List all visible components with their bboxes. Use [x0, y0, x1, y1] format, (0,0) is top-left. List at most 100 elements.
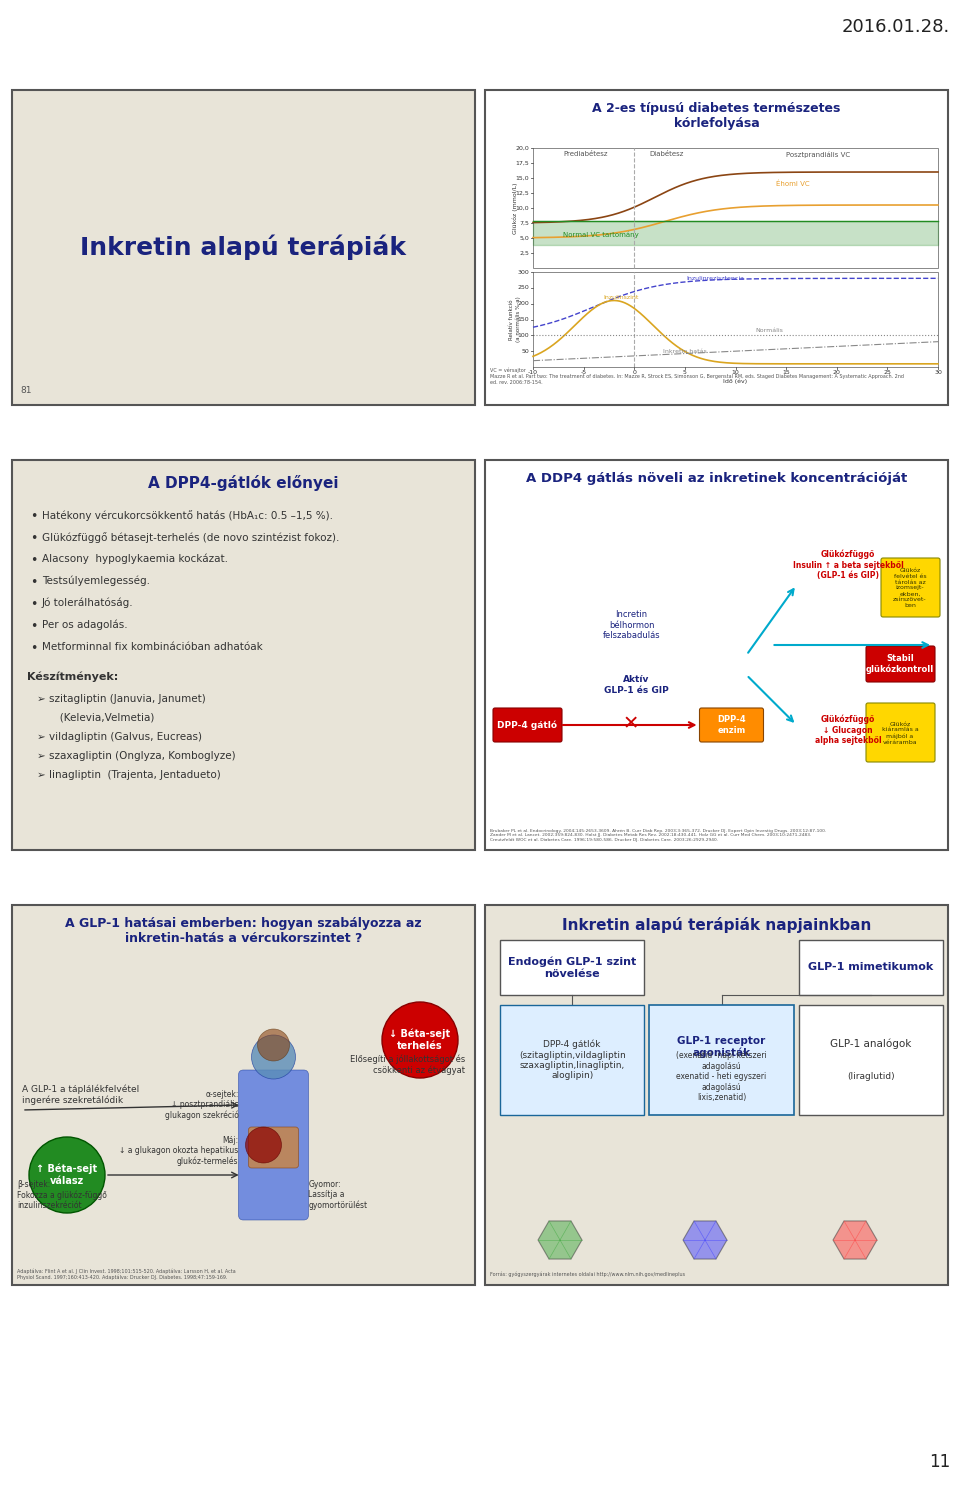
Text: Forrás: gyógyszergyárak internetes oldalai http://www.nlm.nih.gov/medlineplus: Forrás: gyógyszergyárak internetes oldal… — [490, 1272, 685, 1278]
Polygon shape — [683, 1221, 727, 1260]
Text: •: • — [31, 554, 37, 567]
Text: Jó tolerálhatóság.: Jó tolerálhatóság. — [42, 599, 133, 609]
Text: Glükóz
kiáramlás a
májból a
véráramba: Glükóz kiáramlás a májból a véráramba — [881, 722, 919, 744]
Bar — [12, 89, 475, 405]
Text: -10: -10 — [528, 369, 538, 375]
Text: Alacsony  hypoglykaemia kockázat.: Alacsony hypoglykaemia kockázat. — [42, 554, 228, 564]
Text: Diabétesz: Diabétesz — [649, 150, 684, 156]
Bar — [12, 460, 475, 850]
Text: Glükóz (mmol/L): Glükóz (mmol/L) — [513, 182, 517, 234]
Text: ➢ szitagliptin (Januvia, Janumet): ➢ szitagliptin (Januvia, Janumet) — [37, 694, 205, 704]
Text: 15: 15 — [782, 369, 790, 375]
FancyBboxPatch shape — [500, 1005, 644, 1115]
Text: (exenatid -napi kétszeri
adagolású
exenatid - heti egyszeri
adagolású
lixis,zena: (exenatid -napi kétszeri adagolású exena… — [676, 1051, 767, 1102]
Text: 12,5: 12,5 — [516, 191, 529, 195]
Text: Elősegíti a jóllakottságot és
csökkenti az étvágyat: Elősegíti a jóllakottságot és csökkenti … — [349, 1054, 465, 1075]
Text: (Kelevia,Velmetia): (Kelevia,Velmetia) — [37, 713, 155, 724]
Text: 20,0: 20,0 — [516, 146, 529, 150]
Text: Inkretin alapú terápiák: Inkretin alapú terápiák — [81, 235, 406, 261]
Text: Inkretin hatás: Inkretin hatás — [663, 348, 707, 354]
Text: GLP-1 mimetikumok: GLP-1 mimetikumok — [808, 962, 933, 972]
Text: Stabil
glükózkontroll: Stabil glükózkontroll — [866, 654, 934, 675]
Text: α-sejtek:
↓ posztprandiális
glukagon szekréció: α-sejtek: ↓ posztprandiális glukagon sze… — [164, 1090, 238, 1120]
Text: Normális: Normális — [756, 328, 783, 334]
Text: Inkretin alapú terápiák napjainkban: Inkretin alapú terápiák napjainkban — [562, 917, 871, 934]
Text: 20: 20 — [833, 369, 841, 375]
Text: ➢ szaxagliptin (Onglyza, Komboglyze): ➢ szaxagliptin (Onglyza, Komboglyze) — [37, 750, 235, 761]
Text: Gyomor:
Lassítja a
gyomortörülést: Gyomor: Lassítja a gyomortörülést — [308, 1179, 368, 1211]
Text: Inzulinrezisztencia: Inzulinrezisztencia — [686, 275, 744, 281]
Text: 0: 0 — [633, 369, 636, 375]
Text: Incretin
bélhormon
felszabadulás: Incretin bélhormon felszabadulás — [603, 610, 660, 640]
Text: 50: 50 — [521, 348, 529, 354]
Text: 5,0: 5,0 — [519, 235, 529, 241]
Text: 25: 25 — [883, 369, 891, 375]
Text: VC = vérsajtor
Mazze R et al. Part two: The treatment of diabetes. In: Mazze R, : VC = vérsajtor Mazze R et al. Part two: … — [490, 368, 904, 386]
Text: A DPP4-gátlók előnyei: A DPP4-gátlók előnyei — [148, 475, 339, 491]
Text: •: • — [31, 511, 37, 523]
Text: DPP-4 gátlók
(szitagliptin,vildagliptin
szaxagliptin,linagliptin,
aloglipin): DPP-4 gátlók (szitagliptin,vildagliptin … — [518, 1039, 626, 1081]
Text: Máj:
↓ a glukagon okozta hepatikus
glukóz-termelés: Máj: ↓ a glukagon okozta hepatikus glukó… — [119, 1136, 238, 1166]
Text: Glükózfüggő
Insulin ↑ a beta sejtekből
(GLP-1 és GIP): Glükózfüggő Insulin ↑ a beta sejtekből (… — [793, 549, 903, 581]
Text: 30: 30 — [934, 369, 942, 375]
FancyBboxPatch shape — [799, 1005, 943, 1115]
Text: ➢ linagliptin  (Trajenta, Jentadueto): ➢ linagliptin (Trajenta, Jentadueto) — [37, 770, 221, 780]
Text: 81: 81 — [20, 386, 32, 395]
Text: Hatékony vércukorcsökkentő hatás (HbA₁c: 0.5 –1,5 %).: Hatékony vércukorcsökkentő hatás (HbA₁c:… — [42, 511, 333, 521]
Text: A GLP-1 hatásai emberben: hogyan szabályozza az
inkretin-hatás a vércukorszintet: A GLP-1 hatásai emberben: hogyan szabály… — [65, 917, 421, 946]
Text: ↑ Béta-sejt
válasz: ↑ Béta-sejt válasz — [36, 1164, 98, 1187]
Text: •: • — [31, 576, 37, 590]
Text: Per os adagolás.: Per os adagolás. — [42, 619, 128, 630]
Text: -5: -5 — [581, 369, 587, 375]
Bar — [533, 147, 938, 268]
Text: A 2-es típusú diabetes természetes
kórlefolyása: A 2-es típusú diabetes természetes kórle… — [592, 103, 841, 130]
Text: ✕: ✕ — [623, 715, 639, 734]
FancyBboxPatch shape — [799, 940, 943, 995]
Bar — [485, 905, 948, 1285]
Text: Glükózfüggő
↓ Glucagon
alpha sejtekből: Glükózfüggő ↓ Glucagon alpha sejtekből — [815, 715, 881, 744]
Text: Inzulinszint: Inzulinszint — [604, 295, 639, 299]
FancyBboxPatch shape — [866, 646, 935, 682]
Text: Készítmények:: Készítmények: — [27, 672, 118, 682]
Text: Normal VC tartomány: Normal VC tartomány — [564, 232, 639, 238]
Text: Éhomi VC: Éhomi VC — [776, 180, 809, 188]
Text: •: • — [31, 642, 37, 655]
Text: Adaptálva: Flint A et al. J Clin Invest. 1998;101:515-520. Adaptálva: Larsson H,: Adaptálva: Flint A et al. J Clin Invest.… — [17, 1269, 236, 1281]
Text: Relatív funkció
(a normális %-a): Relatív funkció (a normális %-a) — [510, 296, 520, 342]
Bar — [485, 460, 948, 850]
Circle shape — [257, 1029, 290, 1062]
Text: 300: 300 — [517, 270, 529, 274]
Text: Metforminnal fix kombinációban adhatóak: Metforminnal fix kombinációban adhatóak — [42, 642, 263, 652]
FancyBboxPatch shape — [493, 707, 562, 742]
Text: Aktív
GLP-1 és GIP: Aktív GLP-1 és GIP — [604, 676, 669, 695]
Text: 10: 10 — [732, 369, 739, 375]
Text: DPP-4
enzim: DPP-4 enzim — [717, 715, 746, 734]
Text: 15,0: 15,0 — [516, 176, 529, 180]
Text: Idő (év): Idő (év) — [724, 378, 748, 384]
Text: 10,0: 10,0 — [516, 205, 529, 210]
Text: Testsúlyemlegesség.: Testsúlyemlegesség. — [42, 576, 150, 587]
Text: β-sejtek:
Fokozza a glükóz-függő
inzulinszekréciót: β-sejtek: Fokozza a glükóz-függő inzulin… — [17, 1179, 107, 1211]
Bar — [485, 89, 948, 405]
Text: Endogén GLP-1 szint
növelése: Endogén GLP-1 szint növelése — [508, 956, 636, 978]
Text: Glükóz
felvétel és
tárolás az
izomsejt-
ekben,
zsírszövet-
ben: Glükóz felvétel és tárolás az izomsejt- … — [893, 569, 926, 608]
FancyBboxPatch shape — [249, 1127, 299, 1167]
Text: Glükózfüggő bétasejt-terhelés (de novo szintézist fokoz).: Glükózfüggő bétasejt-terhelés (de novo s… — [42, 532, 340, 543]
Text: ↓ Béta-sejt
terhelés: ↓ Béta-sejt terhelés — [390, 1029, 450, 1051]
Text: 7,5: 7,5 — [519, 220, 529, 225]
Text: 150: 150 — [517, 317, 529, 322]
FancyBboxPatch shape — [700, 707, 763, 742]
Text: 200: 200 — [517, 301, 529, 307]
Text: ➢ vildagliptin (Galvus, Eucreas): ➢ vildagliptin (Galvus, Eucreas) — [37, 733, 202, 742]
Text: •: • — [31, 599, 37, 610]
Text: 2016.01.28.: 2016.01.28. — [842, 18, 950, 36]
FancyBboxPatch shape — [866, 703, 935, 762]
Text: A DDP4 gátlás növeli az inkretinek koncentrációját: A DDP4 gátlás növeli az inkretinek konce… — [526, 472, 907, 485]
Circle shape — [252, 1035, 296, 1080]
Text: 11: 11 — [928, 1453, 950, 1471]
Circle shape — [382, 1002, 458, 1078]
FancyBboxPatch shape — [500, 940, 644, 995]
Text: GLP-1 analógok: GLP-1 analógok — [830, 1038, 912, 1048]
Circle shape — [29, 1138, 105, 1214]
Bar — [12, 905, 475, 1285]
